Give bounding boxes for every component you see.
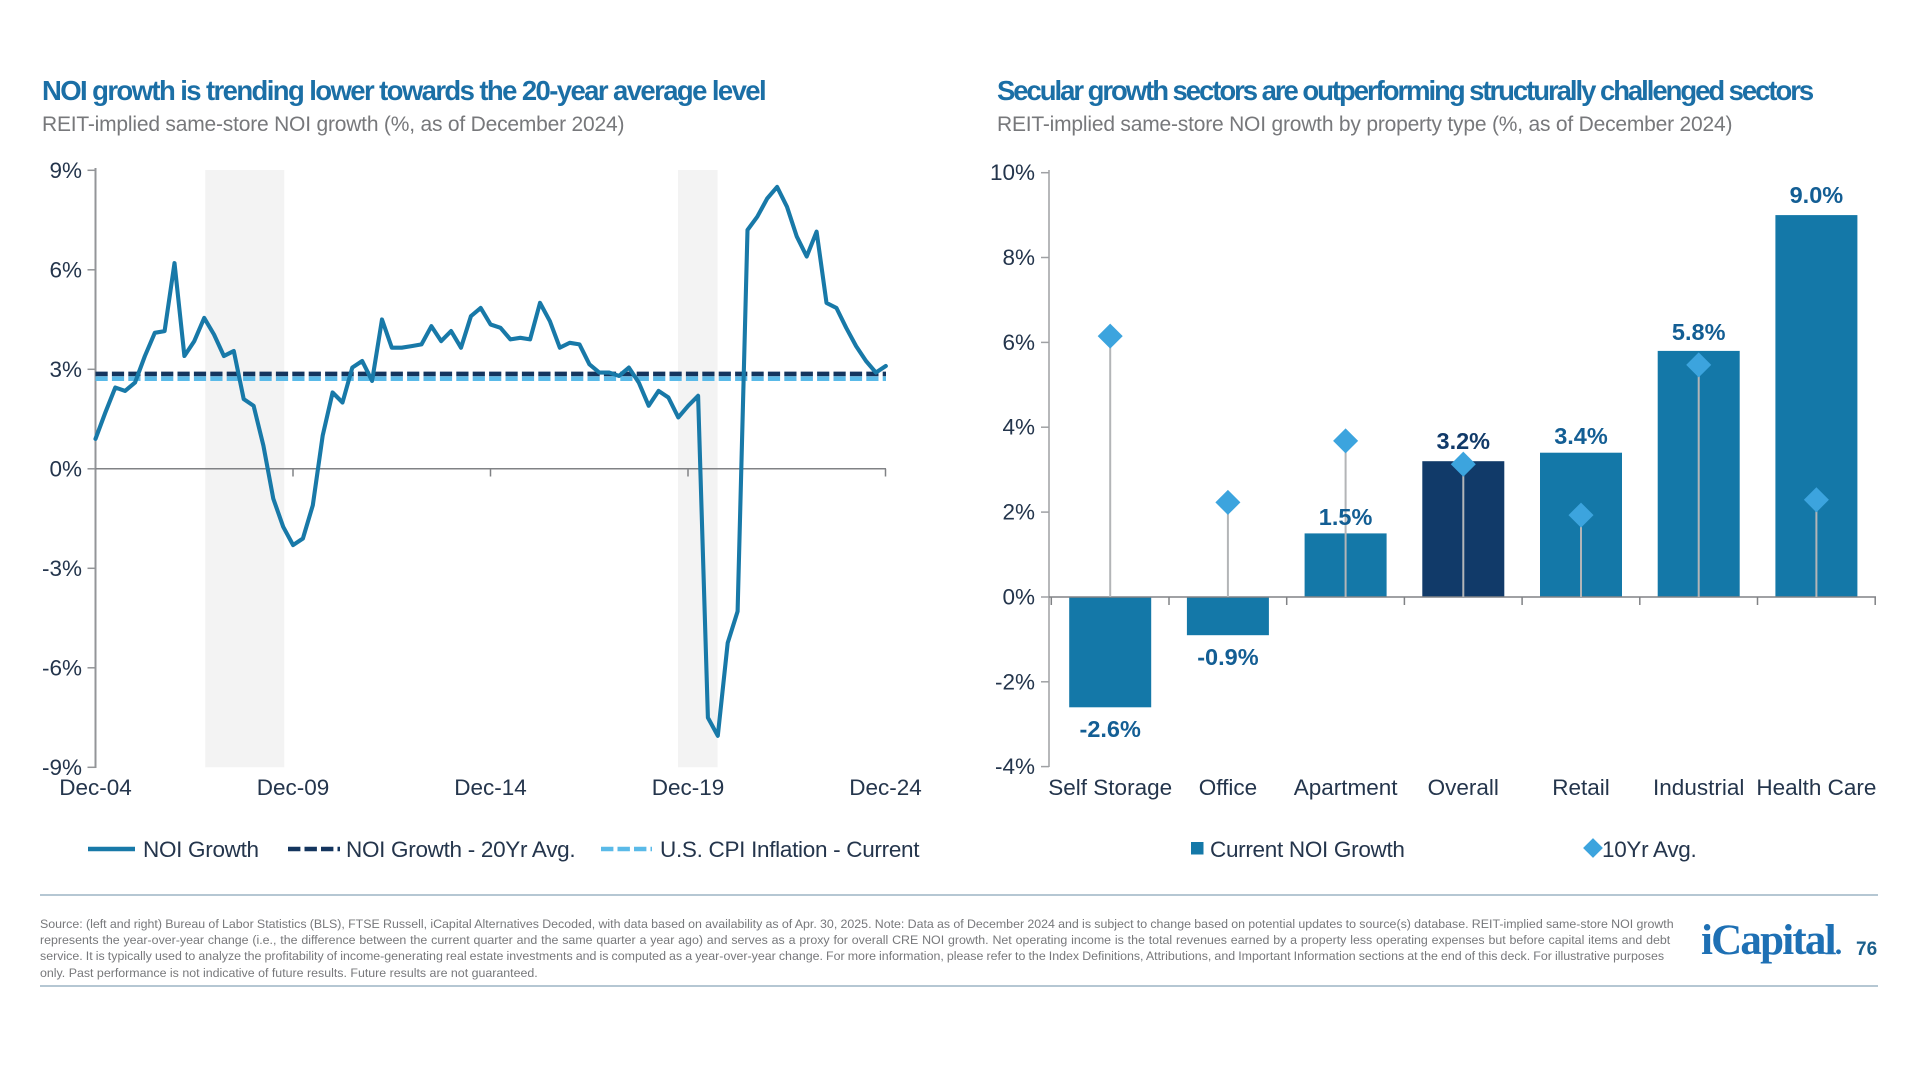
svg-text:-6%: -6% (42, 655, 82, 680)
svg-text:1.5%: 1.5% (1319, 504, 1373, 530)
svg-text:4%: 4% (1002, 415, 1035, 440)
svg-text:0%: 0% (1002, 585, 1035, 610)
svg-text:-0.9%: -0.9% (1197, 644, 1258, 670)
svg-text:NOI Growth: NOI Growth (143, 837, 259, 862)
svg-text:Office: Office (1199, 775, 1257, 800)
svg-text:6%: 6% (1002, 330, 1035, 355)
svg-text:3.4%: 3.4% (1554, 423, 1608, 449)
svg-text:9%: 9% (49, 158, 82, 183)
svg-text:-9%: -9% (42, 755, 82, 780)
svg-text:Health Care: Health Care (1756, 775, 1876, 800)
svg-text:Overall: Overall (1428, 775, 1499, 800)
svg-text:3.2%: 3.2% (1437, 428, 1491, 454)
svg-text:Self Storage: Self Storage (1048, 775, 1172, 800)
svg-text:Current NOI Growth: Current NOI Growth (1210, 837, 1405, 862)
svg-text:-3%: -3% (42, 556, 82, 581)
svg-text:U.S. CPI Inflation - Current: U.S. CPI Inflation - Current (660, 837, 920, 862)
svg-text:3%: 3% (49, 357, 82, 382)
svg-text:5.8%: 5.8% (1672, 319, 1726, 345)
svg-text:Dec-14: Dec-14 (454, 775, 527, 800)
svg-text:Apartment: Apartment (1294, 775, 1399, 800)
svg-text:Industrial: Industrial (1653, 775, 1744, 800)
svg-text:6%: 6% (49, 257, 82, 282)
svg-text:-4%: -4% (995, 754, 1035, 779)
svg-text:NOI Growth - 20Yr Avg.: NOI Growth - 20Yr Avg. (346, 837, 575, 862)
svg-text:2%: 2% (1002, 500, 1035, 525)
svg-text:Dec-24: Dec-24 (849, 775, 922, 800)
svg-text:10%: 10% (990, 160, 1035, 185)
svg-text:0%: 0% (49, 456, 82, 481)
svg-text:Retail: Retail (1552, 775, 1610, 800)
svg-text:-2.6%: -2.6% (1080, 716, 1141, 742)
svg-text:8%: 8% (1002, 245, 1035, 270)
svg-text:Dec-19: Dec-19 (652, 775, 725, 800)
svg-text:10Yr Avg.: 10Yr Avg. (1602, 837, 1696, 862)
svg-text:-2%: -2% (995, 669, 1035, 694)
svg-text:9.0%: 9.0% (1790, 182, 1844, 208)
svg-text:Dec-09: Dec-09 (257, 775, 330, 800)
svg-text:Dec-04: Dec-04 (59, 775, 132, 800)
